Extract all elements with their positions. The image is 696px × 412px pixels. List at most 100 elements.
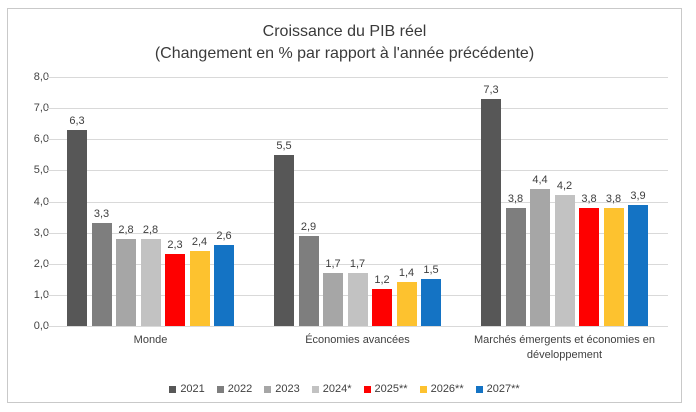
bar-column: 3,9 <box>628 77 648 326</box>
bar <box>323 273 343 326</box>
x-axis-category-label: Monde <box>133 334 168 346</box>
gridline <box>47 201 668 203</box>
chart-subtitle: (Changement en % par rapport à l'année p… <box>154 45 535 62</box>
bar-column: 2,4 <box>189 77 210 326</box>
chart-title-block: Croissance du PIB réel (Changement en % … <box>8 21 681 65</box>
bar-value-label: 2,9 <box>300 220 317 233</box>
plot-groups: 6,3 3,3 2,8 2,8 2,3 2,4 2,6 5,5 2,9 1,7 1,7 1,2 1,4 1… <box>47 77 668 326</box>
y-axis-tick-label: 0,0 <box>33 320 49 332</box>
y-axis-tick-label: 2,0 <box>33 257 49 270</box>
bar-group: 7,3 3,8 4,4 4,2 3,8 3,8 3,9 <box>461 77 668 326</box>
y-axis-tick-label: 7,0 <box>33 102 49 115</box>
bar <box>165 254 185 326</box>
bar <box>214 245 234 326</box>
y-axis-tick-label: 5,0 <box>33 164 49 177</box>
legend-item: 2022 <box>216 383 253 395</box>
bar-value-label: 1,5 <box>423 264 439 277</box>
bar <box>372 288 392 326</box>
y-axis-tick-label: 8,0 <box>33 71 49 83</box>
bar-value-label: 2,6 <box>216 230 232 243</box>
legend-swatch <box>311 385 319 393</box>
chart-title: Croissance du PIB réel <box>262 23 427 40</box>
plot-area: 6,3 3,3 2,8 2,8 2,3 2,4 2,6 5,5 2,9 1,7 1,7 1,2 1,4 1… <box>47 77 668 327</box>
bar <box>396 282 417 326</box>
bar-column: 1,5 <box>421 77 441 326</box>
bar <box>189 251 210 326</box>
bar <box>603 207 624 326</box>
legend-swatch <box>264 385 272 393</box>
bar-column: 2,6 <box>214 77 234 326</box>
chart-frame: Croissance du PIB réel (Changement en % … <box>7 8 682 403</box>
bar-column: 3,8 <box>505 77 526 326</box>
bar-value-label: 5,5 <box>276 139 292 152</box>
bar-value-label: 1,7 <box>349 258 366 271</box>
bar-value-label: 4,4 <box>532 174 548 187</box>
legend-swatch <box>419 385 427 393</box>
gridline <box>47 326 668 327</box>
legend-swatch <box>475 385 483 393</box>
bar-column: 3,8 <box>579 77 599 326</box>
bar-value-label: 2,4 <box>191 236 208 249</box>
bar-group: 5,5 2,9 1,7 1,7 1,2 1,4 1,5 <box>254 77 461 326</box>
bar <box>91 223 112 326</box>
bar <box>116 238 136 326</box>
bar-column: 6,3 <box>67 77 87 326</box>
bar-value-label: 1,7 <box>325 258 341 271</box>
bar-column: 2,8 <box>140 77 161 326</box>
bar-column: 2,8 <box>116 77 136 326</box>
bar <box>140 238 161 326</box>
bar <box>274 154 294 326</box>
legend-label: 2026** <box>430 383 464 395</box>
bar-column: 1,2 <box>372 77 392 326</box>
bar-value-label: 2,8 <box>142 223 159 236</box>
gridline <box>47 77 668 78</box>
bar-value-label: 2,3 <box>167 239 183 252</box>
gridline <box>47 170 668 172</box>
legend-swatch <box>169 385 177 393</box>
bar <box>530 189 550 326</box>
bar-column: 1,7 <box>323 77 343 326</box>
bar <box>579 207 599 326</box>
y-axis-tick-label: 3,0 <box>33 226 49 239</box>
gridline <box>47 232 668 234</box>
bar <box>505 207 526 326</box>
y-axis: 0,0 1,0 2,0 3,0 4,0 5,0 6,0 7,0 8,0 <box>16 71 49 332</box>
bar-value-label: 1,4 <box>398 267 415 280</box>
bar-value-label: 3,9 <box>630 189 646 202</box>
bar-column: 4,4 <box>530 77 550 326</box>
legend-label: 2022 <box>227 383 253 395</box>
bar <box>347 273 368 326</box>
y-axis-tick-label: 6,0 <box>33 133 49 146</box>
x-axis-labels: Monde Économies avancées Marchés émergents… <box>47 333 668 363</box>
legend-label: 2027** <box>486 383 520 395</box>
bar-value-label: 3,8 <box>605 192 622 205</box>
bar <box>628 204 648 326</box>
legend-item: 2027** <box>475 383 520 395</box>
bar-column: 1,7 <box>347 77 368 326</box>
bar-column: 2,9 <box>298 77 319 326</box>
legend-swatch <box>363 385 371 393</box>
bar-value-label: 4,2 <box>556 180 573 193</box>
bar <box>554 195 575 326</box>
legend-swatch <box>216 385 224 393</box>
gridline <box>47 108 668 110</box>
bar <box>481 98 501 326</box>
bar-value-label: 1,2 <box>374 273 390 286</box>
bar <box>67 129 87 326</box>
bar <box>298 235 319 326</box>
bar-column: 5,5 <box>274 77 294 326</box>
bar-column: 7,3 <box>481 77 501 326</box>
bar-column: 3,8 <box>603 77 624 326</box>
bar <box>421 279 441 326</box>
gridline <box>47 263 668 265</box>
bar-value-label: 3,8 <box>507 192 524 205</box>
x-axis-category-label: Marchés émergents et économies en dévelo… <box>474 334 655 361</box>
legend: 2021 2022 2023 2024* 2025** 2026** 2027** <box>8 383 681 395</box>
bar-value-label: 6,3 <box>69 114 85 127</box>
legend-label: 2021 <box>180 383 205 395</box>
bar-column: 4,2 <box>554 77 575 326</box>
gridline <box>47 139 668 141</box>
legend-item: 2023 <box>264 383 300 395</box>
legend-label: 2025** <box>374 383 408 395</box>
bar-value-label: 2,8 <box>118 223 134 236</box>
